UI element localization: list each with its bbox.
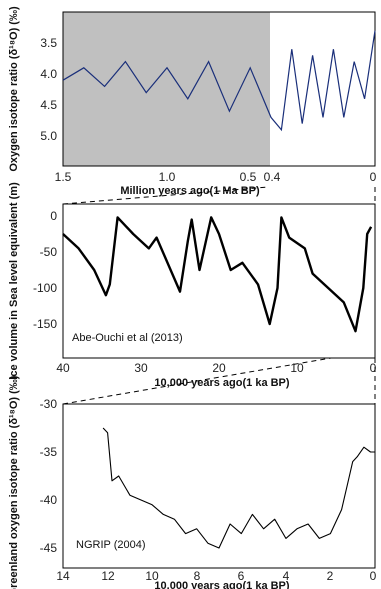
panel-2-xtick-1: 30	[134, 361, 148, 375]
panel-1-xtick-0: 1.5	[55, 170, 72, 184]
panel-1-xtick-4: 0	[370, 170, 377, 184]
panel-3-ytick-0: -30	[40, 397, 58, 411]
panel-2-xlabel: 10,000 years ago(1 ka BP)	[154, 377, 289, 389]
panel-2-annotation: Abe-Ouchi et al (2013)	[72, 332, 183, 344]
panel-2-xtick-3: 10	[290, 361, 304, 375]
panel-1-xtick-3: 0.4	[264, 170, 281, 184]
panel-2-xtick-4: 0	[370, 361, 377, 375]
panel-3-ytick-3: -45	[40, 541, 58, 555]
panel-3-xtick-6: 2	[327, 569, 334, 583]
panel-1-frame	[62, 11, 376, 167]
panel-3-xtick-4: 6	[238, 569, 245, 583]
panel-2-frame	[62, 203, 376, 359]
panel-1-ylabel: Oxygen isotope ratio (δ¹⁸O) (‰)	[8, 6, 20, 172]
panel-3-ytick-2: -40	[40, 493, 58, 507]
panel-3-xtick-3: 8	[194, 569, 201, 583]
panel-2: 0 -50 -100 -150 40 30 20 10 0 10,000 yea…	[8, 182, 377, 389]
panel-3-xtick-5: 4	[283, 569, 290, 583]
panel-1-ytick-0: 3.5	[40, 36, 57, 50]
panel-2-ytick-2: -100	[33, 281, 57, 295]
panel-1-ytick-2: 4.5	[40, 98, 57, 112]
panel-2-ytick-0: 0	[50, 209, 57, 223]
panel-3-xtick-0: 14	[56, 569, 70, 583]
panel-2-xtick-0: 40	[56, 361, 70, 375]
panel-2-ylabel: Ice volume in Sea level equivalent (m)	[8, 182, 20, 380]
zoom-connector-left-2	[62, 357, 332, 405]
panel-3-annotation: NGRIP (2004)	[76, 539, 146, 551]
panel-2-xtick-2: 20	[212, 361, 226, 375]
panel-3-ylabel: Greenland oxygen isotope ratio (δ¹⁸O) (‰…	[8, 375, 20, 589]
panel-2-ytick-3: -150	[33, 317, 57, 331]
panel-1-ytick-1: 4.0	[40, 67, 57, 81]
panel-3-xtick-2: 10	[145, 569, 159, 583]
panel-3: -30 -35 -40 -45 14 12 10 8 6 4 2 0 10,00…	[8, 375, 377, 589]
panel-1-series-line	[62, 30, 376, 132]
panel-1-shaded-region	[63, 12, 270, 166]
panel-3-series-line	[102, 427, 375, 549]
panel-1: 3.5 4.0 4.5 5.0 1.5 1.0 0.5 0.4 0 Millio…	[8, 6, 377, 197]
panel-1-xlabel: Million years ago(1 Ma BP)	[120, 185, 260, 197]
panel-1-ytick-3: 5.0	[40, 129, 57, 143]
panel-3-xtick-1: 12	[101, 569, 115, 583]
panel-3-xlabel: 10,000 years ago(1 ka BP)	[154, 580, 289, 589]
panel-3-ytick-1: -35	[40, 445, 58, 459]
panel-1-xtick-1: 1.0	[159, 170, 176, 184]
panel-2-series-line	[62, 216, 373, 333]
panel-1-xtick-2: 0.5	[240, 170, 257, 184]
panel-3-frame	[62, 403, 376, 569]
panel-3-xtick-7: 0	[370, 569, 377, 583]
zoom-connector-left-1	[62, 186, 269, 205]
panel-2-ytick-1: -50	[40, 245, 58, 259]
